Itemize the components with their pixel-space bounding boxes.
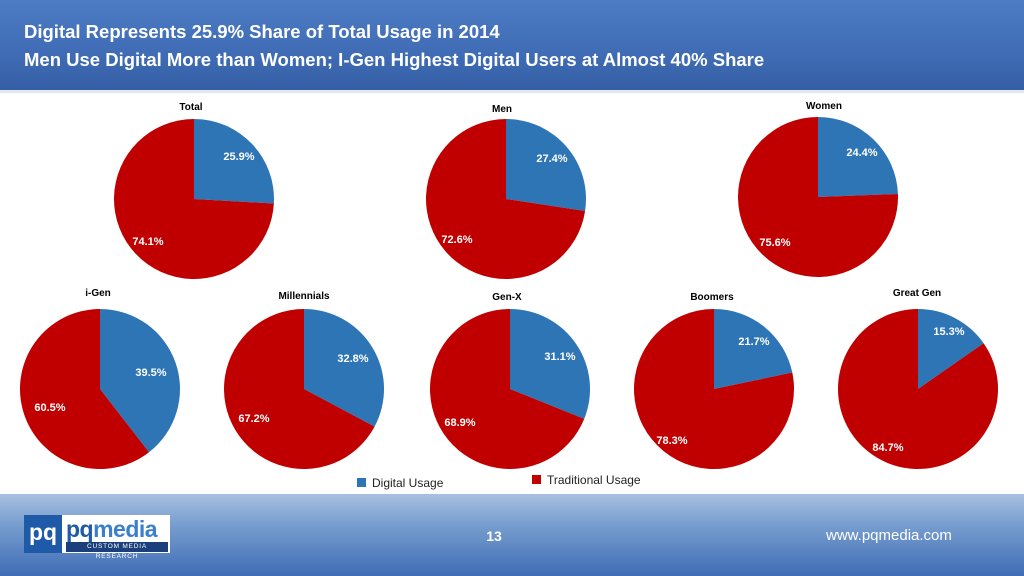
pie-data-label: 68.9% xyxy=(444,417,475,429)
pq-media-logo[interactable]: pq pqmedia CUSTOM MEDIA RESEARCH xyxy=(24,515,170,560)
pie-data-label: 31.1% xyxy=(544,351,575,363)
legend-label-digital: Digital Usage xyxy=(372,476,444,490)
pie-data-label: 24.4% xyxy=(846,147,877,159)
pie-data-label: 21.7% xyxy=(738,336,769,348)
legend-label-traditional: Traditional Usage xyxy=(547,473,641,487)
pie-data-label: 74.1% xyxy=(132,236,163,248)
pie-data-label: 84.7% xyxy=(872,442,903,454)
pie-title: Great Gen xyxy=(893,288,941,299)
pie-slice-traditional xyxy=(737,117,898,277)
title-banner: Digital Represents 25.9% Share of Total … xyxy=(0,0,1024,90)
pie-data-label: 27.4% xyxy=(536,153,567,165)
pie-slice-traditional xyxy=(430,309,585,469)
legend-item-traditional: Traditional Usage xyxy=(532,473,641,489)
pie-slice-digital xyxy=(818,117,898,197)
pie-title: Women xyxy=(806,101,842,112)
legend-swatch-digital xyxy=(357,478,366,487)
pie-slice-traditional xyxy=(425,119,586,280)
pie-title: Millennials xyxy=(278,291,330,302)
slide-subtitle: Men Use Digital More than Women; I-Gen H… xyxy=(24,49,765,70)
pie-slice-digital xyxy=(918,309,984,389)
pie-slice-digital xyxy=(510,309,591,419)
logo-wordmark-media: media xyxy=(93,516,158,542)
slide-title: Digital Represents 25.9% Share of Total … xyxy=(24,21,500,42)
legend-item-digital: Digital Usage xyxy=(357,476,443,492)
pie-data-label: 67.2% xyxy=(238,413,269,425)
pie-title: i-Gen xyxy=(85,288,111,299)
pie-data-label: 60.5% xyxy=(34,402,65,414)
footer-bar: pq pqmedia CUSTOM MEDIA RESEARCH 13 www.… xyxy=(0,494,1024,576)
pie-slice-traditional xyxy=(838,309,999,469)
pie-slice-digital xyxy=(506,119,586,212)
pie-slice-digital xyxy=(304,309,384,427)
pie-slice-digital xyxy=(714,309,793,389)
page-number: 13 xyxy=(486,528,502,544)
pie-title: Total xyxy=(179,102,202,113)
pie-data-label: 32.8% xyxy=(337,353,368,365)
pie-title: Gen-X xyxy=(492,292,522,303)
pie-data-label: 15.3% xyxy=(933,326,964,338)
website-url[interactable]: www.pqmedia.com xyxy=(826,527,952,544)
pie-data-label: 78.3% xyxy=(656,435,687,447)
pie-data-label: 25.9% xyxy=(223,151,254,163)
legend-swatch-traditional xyxy=(532,475,541,484)
pie-data-label: 39.5% xyxy=(135,367,166,379)
logo-tagline: CUSTOM MEDIA RESEARCH xyxy=(66,542,168,560)
pie-data-label: 75.6% xyxy=(759,237,790,249)
pie-slice-digital xyxy=(194,119,274,204)
logo-wordmark-pq: pq xyxy=(66,516,94,542)
pie-title: Men xyxy=(492,104,512,115)
pie-data-label: 72.6% xyxy=(441,234,472,246)
logo-pq-mark: pq xyxy=(24,515,62,553)
header-divider xyxy=(0,90,1024,93)
pie-slice-traditional xyxy=(223,309,375,469)
pie-slice-traditional xyxy=(113,118,274,279)
logo-wordmark: pqmedia xyxy=(66,516,158,543)
pie-slice-digital xyxy=(100,309,180,453)
pie-slice-traditional xyxy=(634,309,795,469)
pie-title: Boomers xyxy=(690,292,734,303)
pie-slice-traditional xyxy=(19,309,150,469)
